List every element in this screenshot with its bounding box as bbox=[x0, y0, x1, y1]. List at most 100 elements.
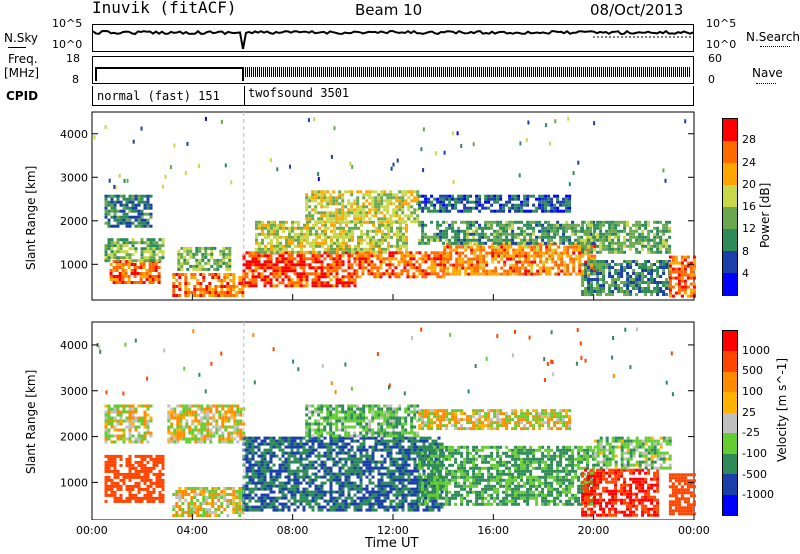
velocity-cell-4 bbox=[335, 478, 339, 482]
power-cell-13 bbox=[620, 275, 624, 278]
power-cell-6 bbox=[255, 238, 258, 242]
power-cell-14 bbox=[668, 285, 672, 289]
power-cell-12 bbox=[650, 238, 654, 242]
power-cell-4 bbox=[213, 246, 217, 250]
power-cell-6 bbox=[312, 247, 315, 251]
power-cell-1 bbox=[125, 238, 129, 242]
velocity-cell-4 bbox=[305, 481, 309, 485]
power-cell-5 bbox=[353, 281, 357, 285]
power-cell-6 bbox=[342, 232, 345, 236]
power-cell-6 bbox=[372, 250, 375, 254]
velocity-cell-4 bbox=[266, 466, 270, 470]
velocity-cell-4 bbox=[338, 487, 342, 491]
power-cell-5 bbox=[338, 257, 342, 261]
velocity-cell-1 bbox=[113, 410, 117, 414]
power-cell-5 bbox=[326, 254, 330, 258]
velocity-cell-3 bbox=[170, 431, 174, 435]
power-cell-13 bbox=[614, 287, 618, 290]
power-cell-4 bbox=[207, 267, 211, 271]
power-cell-2 bbox=[110, 194, 114, 198]
velocity-cell-1 bbox=[122, 404, 126, 408]
power-cell-4 bbox=[216, 258, 220, 262]
power-cell-1 bbox=[152, 250, 156, 254]
velocity-cell-4 bbox=[356, 490, 360, 494]
power-cell-13 bbox=[644, 290, 648, 293]
power-cell-6 bbox=[405, 238, 408, 242]
velocity-cell-4 bbox=[356, 508, 360, 512]
power-cell-6 bbox=[288, 250, 291, 254]
power-cell-5 bbox=[317, 278, 321, 282]
velocity-cell-1 bbox=[143, 437, 147, 441]
power-cell-8 bbox=[385, 269, 389, 273]
power-cell-6 bbox=[282, 247, 285, 251]
power-cell-11 bbox=[427, 209, 431, 213]
power-cell-9 bbox=[500, 272, 504, 276]
power-cell-11 bbox=[418, 194, 422, 198]
velocity-cell-3 bbox=[206, 428, 210, 432]
velocity-cell-4 bbox=[341, 466, 345, 470]
power-cell-10 bbox=[499, 226, 503, 230]
power-cell-10 bbox=[505, 232, 509, 236]
power-cell-1 bbox=[134, 241, 138, 245]
power-cell-6 bbox=[399, 247, 402, 251]
power-cell-7 bbox=[350, 220, 354, 224]
power-cell-3 bbox=[181, 273, 185, 276]
power-cell-9 bbox=[461, 257, 465, 261]
power-cell-7 bbox=[392, 196, 396, 200]
power-cell-7 bbox=[368, 211, 372, 215]
power-cell-7 bbox=[392, 202, 396, 206]
power-cell-4 bbox=[195, 246, 199, 250]
power-cell-13 bbox=[653, 281, 657, 284]
power-cell-13 bbox=[650, 278, 654, 281]
power-cell-6 bbox=[378, 241, 381, 245]
power-cell-11 bbox=[538, 206, 542, 210]
velocity-cell-1 bbox=[104, 431, 108, 435]
velocity-cell-4 bbox=[308, 466, 312, 470]
power-cell-8 bbox=[406, 269, 410, 273]
power-cell-7 bbox=[368, 196, 372, 200]
power-cell-7 bbox=[398, 190, 402, 194]
power-cell-12 bbox=[608, 232, 612, 236]
power-cell-11 bbox=[493, 200, 497, 204]
velocity-cell-3 bbox=[194, 434, 198, 438]
power-cell-7 bbox=[377, 208, 381, 212]
velocity-cell-4 bbox=[299, 499, 303, 503]
power-cell-0 bbox=[127, 263, 131, 266]
power-cell-7 bbox=[338, 193, 342, 197]
power-cell-7 bbox=[365, 211, 369, 215]
velocity-cell-4 bbox=[350, 502, 354, 506]
velocity-cell-4 bbox=[302, 505, 306, 509]
power-cell-6 bbox=[309, 241, 312, 245]
power-cell-0 bbox=[148, 275, 152, 278]
power-cell-5 bbox=[275, 257, 279, 261]
power-cell-5 bbox=[269, 266, 273, 270]
power-cell-0 bbox=[121, 281, 125, 284]
power-cell-5 bbox=[314, 254, 318, 258]
power-cell-12 bbox=[656, 241, 660, 245]
power-cell-4 bbox=[201, 246, 205, 250]
power-cell-10 bbox=[547, 241, 551, 245]
power-cell-1 bbox=[107, 253, 111, 257]
power-cell-4 bbox=[186, 246, 190, 250]
power-cell-13 bbox=[665, 266, 669, 269]
power-cell-8 bbox=[361, 254, 365, 258]
power-cell-4 bbox=[177, 261, 181, 265]
velocity-cell-2 bbox=[202, 487, 206, 490]
velocity-cell-1 bbox=[119, 416, 123, 420]
velocity-cell-3 bbox=[179, 425, 183, 429]
power-cell-9 bbox=[458, 272, 462, 276]
power-cell-10 bbox=[481, 226, 485, 230]
power-cell-10 bbox=[556, 232, 560, 236]
velocity-cell-2 bbox=[202, 502, 206, 505]
velocity-cell-0 bbox=[110, 463, 114, 467]
velocity-cell-2 bbox=[232, 499, 236, 502]
velocity-cell-2 bbox=[193, 493, 197, 496]
velocity-cell-4 bbox=[329, 484, 333, 488]
power-cell-7 bbox=[401, 208, 405, 212]
power-cell-10 bbox=[427, 238, 431, 242]
power-cell-5 bbox=[257, 263, 261, 267]
power-cell-11 bbox=[442, 194, 446, 198]
power-cell-6 bbox=[282, 229, 285, 233]
power-cell-9 bbox=[545, 272, 549, 276]
power-cell-2 bbox=[116, 197, 120, 201]
